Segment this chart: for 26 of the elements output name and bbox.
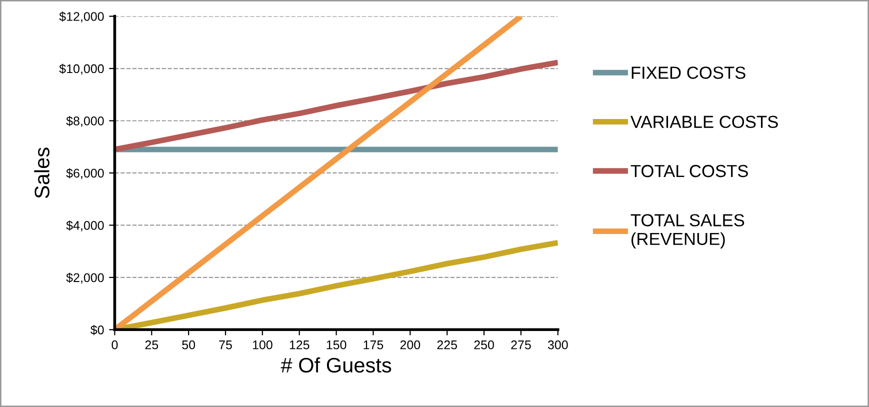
y-tick-label: $8,000 — [66, 116, 104, 127]
x-tick-label: 25 — [145, 340, 158, 350]
y-tick-label: $0 — [90, 324, 104, 336]
x-tick-label: 50 — [182, 340, 196, 350]
x-tick-label: 275 — [511, 340, 531, 350]
x-tick-label: 200 — [400, 340, 420, 350]
x-tick-label: 150 — [326, 340, 346, 350]
legend-label: VARIABLE COSTS — [630, 116, 778, 128]
y-tick-label: $6,000 — [66, 168, 104, 180]
x-tick-label: 300 — [548, 340, 568, 350]
x-tick-label: 100 — [252, 340, 272, 350]
legend-label: FIXED COSTS — [632, 66, 746, 79]
x-tick-label: 175 — [364, 340, 384, 350]
y-tick-label: $4,000 — [66, 220, 104, 232]
x-tick-label: 0 — [112, 340, 118, 350]
y-axis-title: Sales — [34, 148, 50, 198]
x-axis-title: # Of Guests — [280, 357, 392, 373]
y-tick-label: $12,000 — [59, 12, 104, 22]
x-tick-label: 125 — [290, 340, 310, 350]
x-tick-label: 225 — [437, 340, 458, 350]
legend-label: TOTAL COSTS — [630, 164, 748, 178]
legend-label: TOTAL SALES (REVENUE) — [630, 214, 744, 248]
x-tick-label: 75 — [219, 340, 232, 350]
y-tick-label: $2,000 — [66, 272, 104, 284]
x-tick-label: 250 — [474, 340, 494, 350]
y-tick-label: $10,000 — [59, 64, 104, 75]
